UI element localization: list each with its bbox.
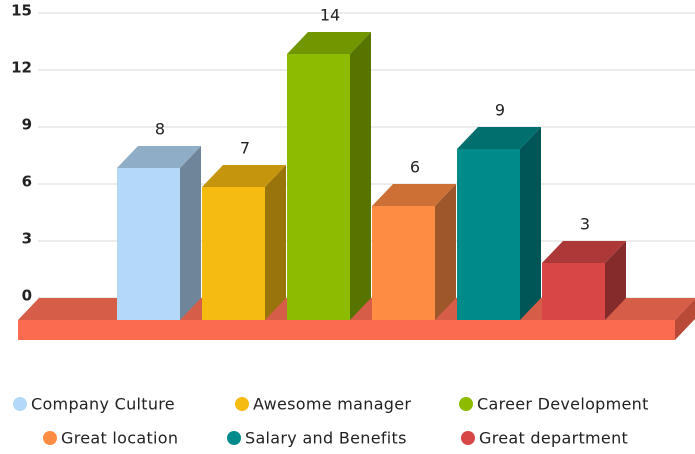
bar-side xyxy=(520,127,541,320)
bar xyxy=(372,206,435,320)
value-label: 9 xyxy=(495,101,505,120)
bar-side xyxy=(180,146,201,320)
bar-top xyxy=(542,241,626,263)
value-label: 14 xyxy=(320,6,340,25)
bar-side xyxy=(605,241,626,320)
bar xyxy=(542,263,605,320)
legend-marker xyxy=(43,431,57,445)
legend-label: Salary and Benefits xyxy=(245,429,407,448)
legend-marker xyxy=(235,397,249,411)
y-tick-label: 9 xyxy=(22,116,32,134)
legend-label: Awesome manager xyxy=(253,395,411,414)
bar-top xyxy=(457,127,541,149)
value-label: 3 xyxy=(580,215,590,234)
bar-top xyxy=(117,146,201,168)
legend-marker xyxy=(227,431,241,445)
bar-top xyxy=(287,32,371,54)
bar xyxy=(287,54,350,320)
legend-marker xyxy=(459,397,473,411)
floor-side xyxy=(675,299,695,340)
bar-side xyxy=(350,32,371,320)
legend-label: Career Development xyxy=(477,395,649,414)
bar xyxy=(202,187,265,320)
bar-side xyxy=(435,184,456,320)
legend-label: Great location xyxy=(61,429,178,448)
legend-label: Company Culture xyxy=(31,395,175,414)
y-tick-label: 15 xyxy=(11,2,32,20)
legend-label: Great department xyxy=(479,429,628,448)
bar-top xyxy=(202,165,286,187)
legend-marker xyxy=(461,431,475,445)
bar-side xyxy=(265,165,286,320)
y-tick-label: 3 xyxy=(22,230,32,248)
y-tick-label: 6 xyxy=(22,173,32,191)
bar-top xyxy=(372,184,456,206)
bar xyxy=(117,168,180,320)
legend-marker xyxy=(13,397,27,411)
value-label: 6 xyxy=(410,158,420,177)
value-label: 8 xyxy=(155,120,165,139)
y-tick-label: 12 xyxy=(11,59,32,77)
value-label: 7 xyxy=(240,139,250,158)
y-tick-label: 0 xyxy=(22,287,32,305)
bar xyxy=(457,149,520,320)
floor-front xyxy=(18,320,675,340)
